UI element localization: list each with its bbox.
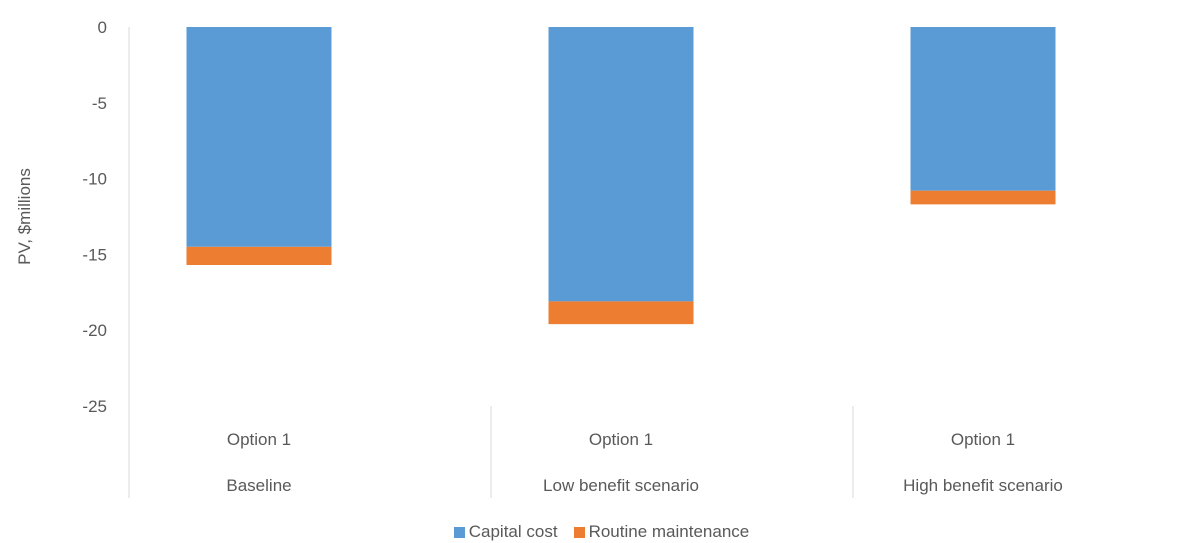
x-category-label: Option 1 (227, 430, 291, 449)
legend-swatch (573, 526, 585, 538)
y-tick-label: 0 (98, 18, 107, 37)
x-group-label: Baseline (226, 476, 291, 495)
x-category-label: Option 1 (589, 430, 653, 449)
y-tick-label: -10 (82, 170, 107, 189)
x-group-label: High benefit scenario (903, 476, 1063, 495)
x-category-label: Option 1 (951, 430, 1015, 449)
legend-label: Routine maintenance (588, 522, 750, 541)
x-axis-labels: Option 1 Baseline Option 1 Low benefit scen… (128, 406, 1063, 498)
y-axis-title: PV, $millions (15, 168, 34, 265)
bar-routine-maintenance (910, 190, 1056, 205)
legend-label: Capital cost (468, 522, 558, 541)
bar-routine-maintenance (186, 246, 332, 266)
y-tick-label: -15 (82, 245, 107, 264)
legend-item: Capital cost (453, 522, 558, 542)
legend: Capital cost Routine maintenance (0, 522, 1203, 542)
bar-capital-cost (186, 27, 332, 247)
y-tick-label: -20 (82, 321, 107, 340)
y-tick-label: -25 (82, 397, 107, 416)
y-axis-ticks: 0 -5 -10 -15 -20 -25 (82, 18, 107, 416)
bars-layer (186, 27, 1056, 325)
x-group-label: Low benefit scenario (543, 476, 699, 495)
bar-routine-maintenance (548, 301, 694, 325)
legend-swatch (453, 526, 465, 538)
bar-capital-cost (548, 27, 694, 302)
y-tick-label: -5 (92, 94, 107, 113)
legend-item: Routine maintenance (573, 522, 750, 542)
bar-capital-cost (910, 27, 1056, 191)
